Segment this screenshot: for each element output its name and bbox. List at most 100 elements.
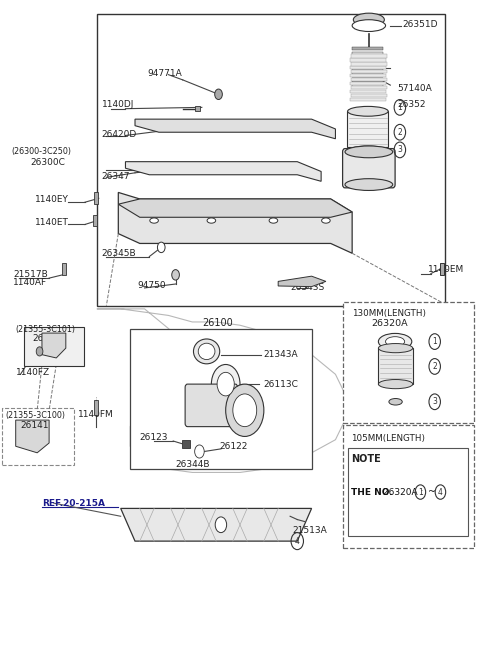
Circle shape — [215, 89, 222, 99]
Text: NOTE: NOTE — [351, 455, 381, 464]
Text: 26344B: 26344B — [176, 460, 210, 469]
Circle shape — [172, 269, 180, 280]
Ellipse shape — [269, 218, 278, 223]
Text: 14130: 14130 — [204, 406, 233, 415]
Polygon shape — [135, 119, 336, 139]
Circle shape — [233, 394, 257, 426]
FancyBboxPatch shape — [350, 58, 385, 62]
FancyBboxPatch shape — [2, 408, 74, 464]
FancyBboxPatch shape — [185, 384, 238, 426]
Text: 105MM(LENGTH): 105MM(LENGTH) — [351, 434, 425, 443]
Text: 57140A: 57140A — [397, 84, 432, 93]
Text: 26122: 26122 — [219, 442, 247, 451]
Circle shape — [195, 445, 204, 458]
Text: THE NO.: THE NO. — [351, 487, 393, 497]
Ellipse shape — [353, 13, 384, 26]
Text: 1140EY: 1140EY — [35, 195, 69, 204]
Text: 21517B: 21517B — [13, 270, 48, 279]
Ellipse shape — [378, 344, 413, 353]
Text: (21355-3C101): (21355-3C101) — [16, 325, 76, 334]
Text: 2: 2 — [397, 127, 402, 137]
FancyBboxPatch shape — [351, 86, 387, 89]
Text: 4: 4 — [295, 537, 300, 545]
Circle shape — [217, 373, 234, 396]
Text: 26352: 26352 — [397, 100, 426, 108]
Polygon shape — [97, 309, 345, 472]
Text: REF.20-215A: REF.20-215A — [42, 499, 105, 508]
Circle shape — [157, 242, 165, 252]
FancyBboxPatch shape — [343, 424, 474, 548]
FancyBboxPatch shape — [351, 55, 387, 58]
FancyBboxPatch shape — [352, 73, 383, 77]
FancyBboxPatch shape — [343, 148, 395, 188]
FancyBboxPatch shape — [130, 328, 312, 469]
Polygon shape — [42, 333, 66, 358]
Circle shape — [211, 365, 240, 404]
Text: 1140FZ: 1140FZ — [16, 369, 50, 378]
FancyBboxPatch shape — [343, 302, 474, 423]
Text: 26351D: 26351D — [402, 20, 438, 30]
FancyBboxPatch shape — [62, 263, 66, 275]
Text: 1140DJ: 1140DJ — [102, 101, 134, 109]
Text: 3: 3 — [432, 397, 437, 406]
FancyBboxPatch shape — [352, 47, 383, 51]
FancyBboxPatch shape — [93, 215, 97, 227]
Polygon shape — [120, 509, 312, 541]
Text: 26141: 26141 — [33, 334, 61, 344]
Ellipse shape — [193, 339, 220, 364]
Text: 130MM(LENGTH): 130MM(LENGTH) — [352, 309, 426, 318]
Ellipse shape — [348, 106, 388, 116]
Polygon shape — [16, 420, 49, 453]
Text: (21355-3C100): (21355-3C100) — [5, 411, 65, 420]
Ellipse shape — [345, 146, 393, 158]
Text: 26141: 26141 — [21, 421, 49, 430]
Text: 94750: 94750 — [137, 281, 166, 290]
FancyBboxPatch shape — [350, 66, 385, 70]
FancyBboxPatch shape — [352, 83, 383, 87]
FancyBboxPatch shape — [350, 74, 385, 78]
Polygon shape — [118, 193, 352, 253]
FancyBboxPatch shape — [348, 448, 468, 536]
FancyBboxPatch shape — [182, 440, 191, 447]
Text: 21343A: 21343A — [263, 350, 298, 359]
Ellipse shape — [198, 343, 215, 359]
Text: 1140ET: 1140ET — [35, 218, 69, 227]
Text: 26100: 26100 — [202, 317, 233, 328]
Text: ~: ~ — [428, 487, 436, 497]
Text: 1: 1 — [432, 337, 437, 346]
FancyBboxPatch shape — [352, 62, 383, 66]
Text: 26343S: 26343S — [290, 283, 325, 292]
Text: 26113C: 26113C — [263, 380, 298, 388]
Ellipse shape — [207, 218, 216, 223]
Ellipse shape — [378, 380, 413, 389]
Text: 26300C: 26300C — [30, 158, 65, 167]
Text: 1: 1 — [418, 487, 423, 497]
Text: 26320A: 26320A — [371, 319, 408, 328]
Ellipse shape — [378, 333, 412, 350]
Text: 1140EM: 1140EM — [428, 265, 464, 274]
FancyBboxPatch shape — [352, 78, 383, 82]
Text: 4: 4 — [438, 487, 443, 497]
Ellipse shape — [345, 179, 393, 191]
Circle shape — [215, 517, 227, 533]
Ellipse shape — [150, 218, 158, 223]
FancyBboxPatch shape — [350, 90, 385, 93]
Polygon shape — [118, 199, 352, 217]
Text: 1140FM: 1140FM — [78, 411, 113, 419]
FancyBboxPatch shape — [352, 68, 383, 72]
Ellipse shape — [385, 336, 405, 346]
FancyBboxPatch shape — [350, 82, 385, 85]
FancyBboxPatch shape — [24, 327, 84, 367]
FancyBboxPatch shape — [351, 78, 387, 81]
FancyBboxPatch shape — [348, 110, 388, 147]
Text: 94771A: 94771A — [147, 69, 182, 78]
Text: 26123: 26123 — [140, 433, 168, 442]
FancyBboxPatch shape — [352, 57, 383, 61]
Text: 1140AF: 1140AF — [13, 278, 48, 287]
FancyBboxPatch shape — [378, 348, 413, 384]
FancyBboxPatch shape — [351, 62, 387, 66]
FancyBboxPatch shape — [95, 401, 98, 415]
FancyBboxPatch shape — [352, 52, 383, 56]
Text: 1: 1 — [397, 103, 402, 112]
Ellipse shape — [389, 399, 402, 405]
